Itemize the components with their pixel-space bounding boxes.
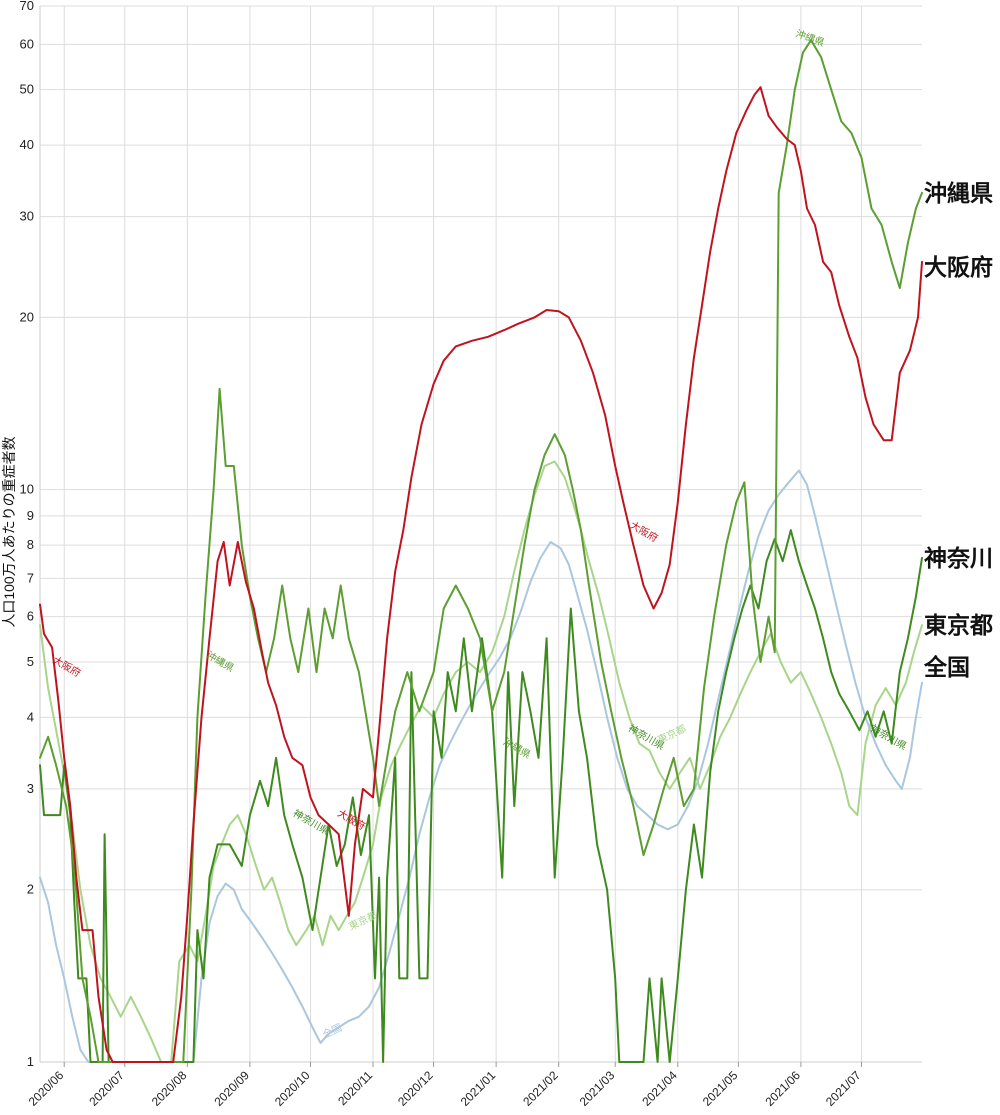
end-label: 大阪府 xyxy=(924,254,993,280)
end-label: 東京都 xyxy=(924,612,993,638)
y-tick-label: 5 xyxy=(27,654,34,669)
y-tick-label: 2 xyxy=(27,882,34,897)
inline-series-label: 神奈川県 xyxy=(868,722,909,753)
x-tick-label: 2021/02 xyxy=(520,1068,561,1109)
end-label: 沖縄県 xyxy=(924,181,993,206)
inline-series-label: 沖縄県 xyxy=(794,27,827,49)
y-axis-label: 人口100万人あたりの重症者数 xyxy=(1,436,17,627)
y-tick-label: 50 xyxy=(20,82,34,97)
series-line-東京都 xyxy=(39,460,923,1063)
series-line-大阪府 xyxy=(39,86,923,1063)
x-tick-label: 2020/09 xyxy=(211,1068,252,1109)
grid-lines xyxy=(39,5,922,1063)
y-tick-label: 30 xyxy=(20,209,34,224)
inline-series-label: 東京都 xyxy=(655,722,688,746)
y-tick-label: 20 xyxy=(20,309,34,324)
y-tick-label: 9 xyxy=(27,508,34,523)
x-tick-label: 2021/06 xyxy=(762,1068,803,1109)
x-tick-label: 2021/03 xyxy=(577,1068,618,1109)
end-label: 全国 xyxy=(923,654,970,680)
y-tick-label: 6 xyxy=(27,609,34,624)
x-tick-label: 2020/10 xyxy=(272,1068,313,1109)
series-line-全国 xyxy=(39,469,923,1063)
y-axis: 1 2 3 4 5 6 7 8 9 10 20 30 40 50 60 70 xyxy=(20,0,34,1069)
x-axis: 2020/06 2020/07 2020/08 2020/09 2020/10 2020/… xyxy=(26,1062,864,1109)
y-tick-label: 4 xyxy=(27,709,34,724)
x-tick-label: 2020/07 xyxy=(86,1068,127,1109)
y-tick-label: 1 xyxy=(27,1054,34,1069)
x-tick-label: 2021/01 xyxy=(458,1068,499,1109)
x-tick-label: 2021/07 xyxy=(823,1068,864,1109)
y-tick-label: 70 xyxy=(20,0,34,13)
series-line-神奈川 xyxy=(39,529,923,1063)
x-tick-label: 2020/08 xyxy=(149,1068,190,1109)
x-tick-label: 2021/05 xyxy=(700,1068,741,1109)
series-line-沖縄県 xyxy=(39,39,923,1063)
y-tick-label: 7 xyxy=(27,570,34,585)
y-tick-label: 3 xyxy=(27,781,34,796)
y-tick-label: 60 xyxy=(20,36,34,51)
inline-series-label: 東京都 xyxy=(347,908,380,932)
x-tick-label: 2020/12 xyxy=(395,1068,436,1109)
x-tick-label: 2020/11 xyxy=(335,1068,375,1108)
y-tick-label: 10 xyxy=(20,482,34,497)
y-tick-label: 40 xyxy=(20,137,34,152)
inline-series-label: 全国 xyxy=(320,1021,344,1041)
x-tick-label: 2021/04 xyxy=(639,1068,680,1109)
x-tick-label: 2020/06 xyxy=(26,1068,67,1109)
y-tick-label: 8 xyxy=(27,537,34,552)
end-label: 神奈川 xyxy=(924,545,993,571)
series-lines xyxy=(39,39,923,1063)
